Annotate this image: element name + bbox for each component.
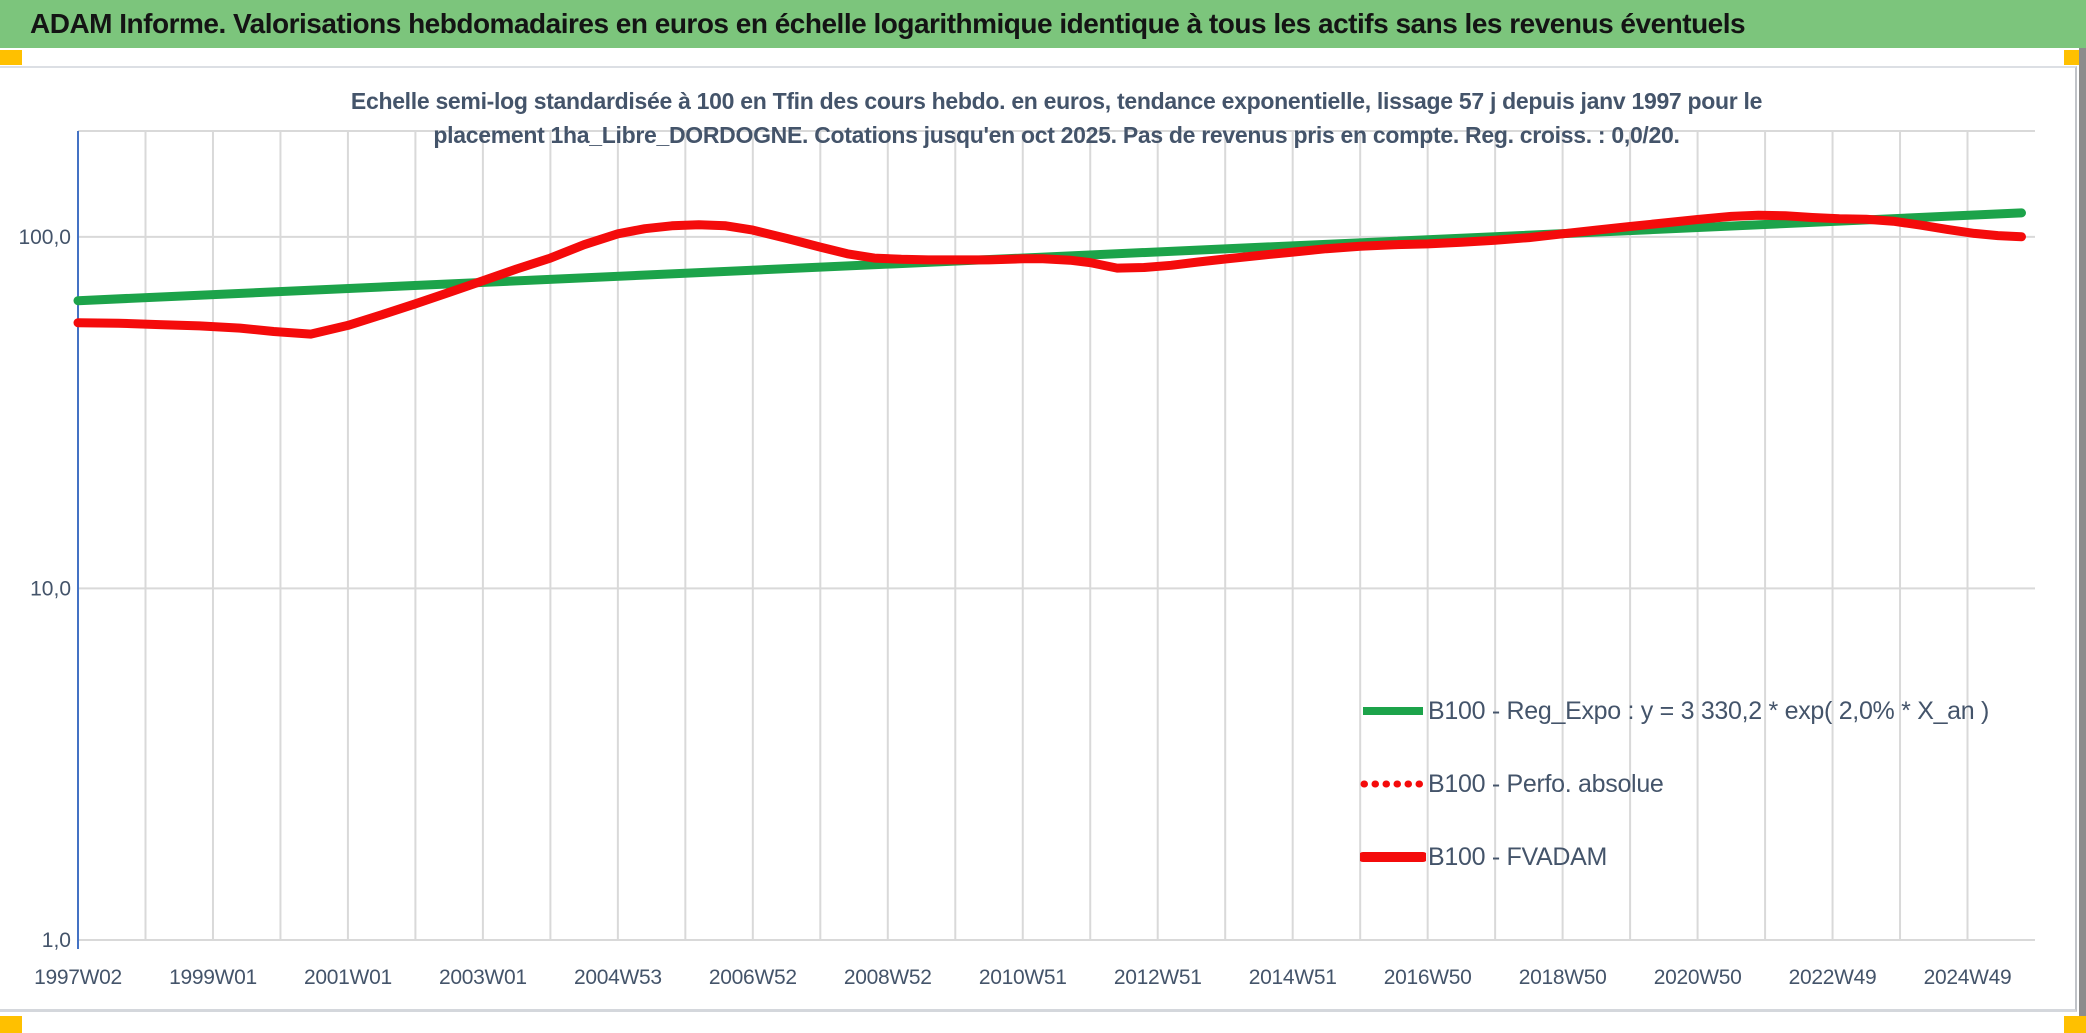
x-axis-labels: 1997W02 1999W01 2001W01 2003W01 2004W53 2006W… <box>34 966 2012 989</box>
accent-square-top-left <box>0 50 22 65</box>
legend-item-perfo-absolue: B100 - Perfo. absolue <box>1360 767 1989 801</box>
y-axis-labels: 100,0 10,0 1,0 <box>18 226 71 952</box>
chart-title-line1: Echelle semi-log standardisée à 100 en T… <box>350 88 1763 114</box>
x-tick-label: 2008W52 <box>844 966 932 989</box>
window-edge <box>2079 48 2086 1033</box>
x-tick-label: 2006W52 <box>709 966 797 989</box>
green-solid-line-swatch <box>1363 707 1423 715</box>
red-solid-line-swatch <box>1360 852 1426 862</box>
x-tick-label: 2012W51 <box>1114 966 1202 989</box>
series-line-2 <box>73 210 2026 339</box>
red-dotted-line-swatch <box>1360 780 1426 788</box>
chart-title-line2: placement 1ha_Libre_DORDOGNE. Cotations … <box>433 122 1680 148</box>
chart-title: Echelle semi-log standardisée à 100 en T… <box>78 84 2035 152</box>
x-tick-label: 2014W51 <box>1249 966 1337 989</box>
legend-item-reg-expo: B100 - Reg_Expo : y = 3 330,2 * exp( 2,0… <box>1360 694 1989 728</box>
y-tick-label: 100,0 <box>18 226 71 249</box>
legend-label-perfo-absolue: B100 - Perfo. absolue <box>1428 769 1664 798</box>
legend-label-fvadam: B100 - FVADAM <box>1428 842 1608 871</box>
x-tick-label: 2016W50 <box>1384 966 1472 989</box>
x-tick-label: 2022W49 <box>1789 966 1877 989</box>
y-tick-label: 1,0 <box>42 929 71 952</box>
x-tick-label: 1999W01 <box>169 966 257 989</box>
x-tick-label: 2010W51 <box>979 966 1067 989</box>
y-tick-label: 10,0 <box>30 577 71 600</box>
legend-label-reg-expo: B100 - Reg_Expo : y = 3 330,2 * exp( 2,0… <box>1428 696 1990 725</box>
x-tick-label: 2001W01 <box>304 966 392 989</box>
x-tick-label: 2020W50 <box>1654 966 1742 989</box>
x-tick-label: 2018W50 <box>1519 966 1607 989</box>
accent-square-bottom-left <box>0 1016 22 1033</box>
x-tick-label: 2004W53 <box>574 966 662 989</box>
report-title: ADAM Informe. Valorisations hebdomadaire… <box>30 8 1746 39</box>
x-tick-label: 2024W49 <box>1924 966 2012 989</box>
legend: B100 - Reg_Expo : y = 3 330,2 * exp( 2,0… <box>1360 694 1989 913</box>
accent-square-bottom-right <box>2064 1016 2086 1033</box>
x-tick-label: 1997W02 <box>34 966 122 989</box>
x-tick-label: 2003W01 <box>439 966 527 989</box>
legend-item-fvadam: B100 - FVADAM <box>1360 840 1989 874</box>
title-bar: ADAM Informe. Valorisations hebdomadaire… <box>0 0 2086 48</box>
